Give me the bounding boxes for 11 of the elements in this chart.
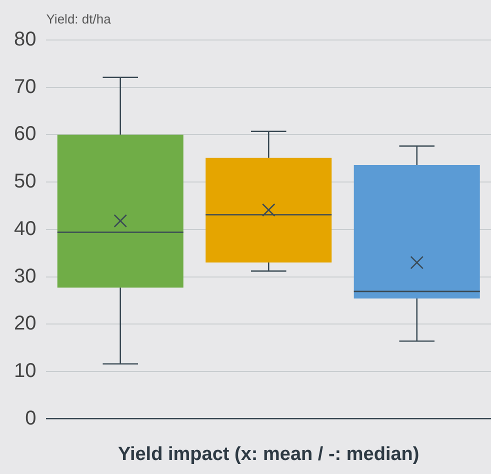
y-tick-label: 50 (14, 170, 36, 193)
y-tick-label: 70 (14, 76, 36, 98)
y-tick-label: 20 (14, 312, 36, 335)
y-tick-label: 80 (14, 28, 36, 51)
y-axis-title: Yield: dt/ha (46, 12, 112, 27)
y-tick-label: 60 (14, 123, 36, 146)
y-tick-label: 0 (25, 407, 36, 430)
y-tick-label: 10 (14, 360, 36, 382)
y-tick-label: 40 (14, 218, 36, 240)
x-axis-title: Yield impact (x: mean / -: median) (118, 444, 420, 465)
y-tick-label: 30 (14, 265, 36, 288)
